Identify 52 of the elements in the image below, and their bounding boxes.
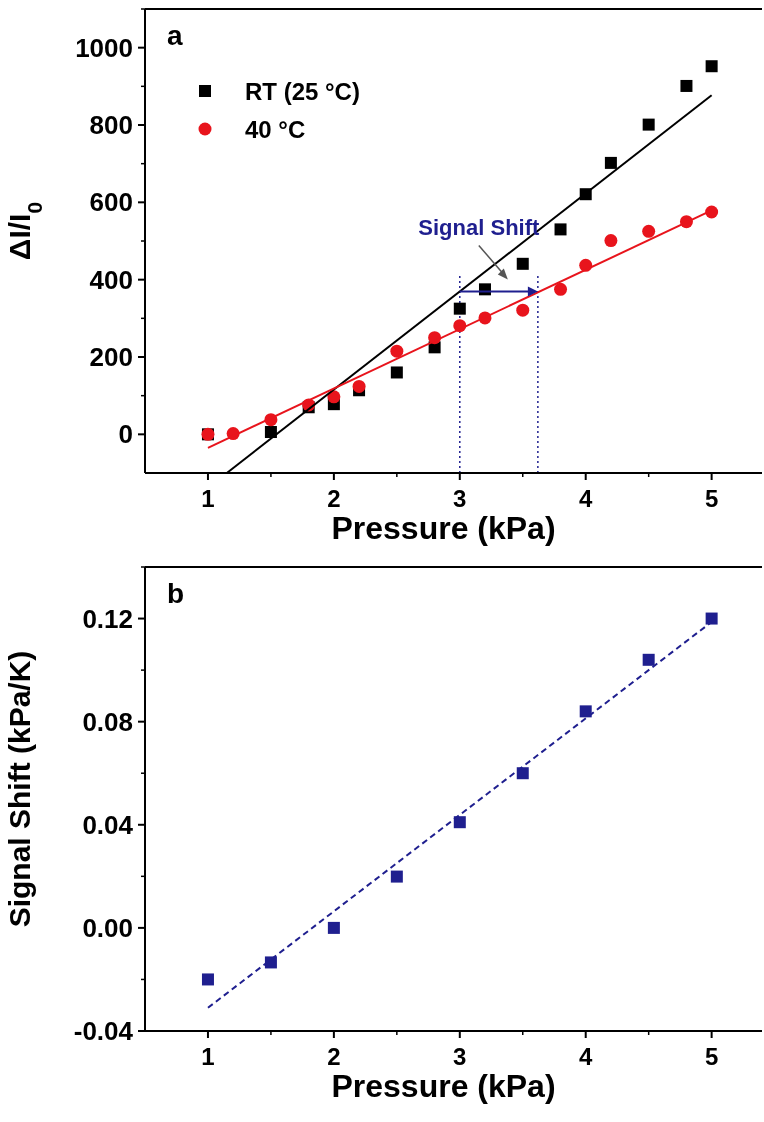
x-axis-title: Pressure (kPa) — [331, 510, 556, 546]
x-tick-label: 1 — [201, 485, 215, 512]
y-tick-label: 1000 — [75, 32, 133, 63]
point — [264, 426, 277, 439]
point — [604, 156, 617, 169]
point — [516, 257, 529, 270]
y-tick-label: 400 — [89, 264, 133, 295]
point — [327, 921, 340, 934]
point — [642, 653, 655, 666]
point — [579, 705, 592, 718]
annotation: a — [167, 20, 183, 51]
x-tick-label: 4 — [579, 1043, 594, 1070]
y-tick-label: 0.00 — [82, 912, 133, 943]
point — [680, 79, 693, 92]
point — [554, 223, 567, 236]
point — [201, 973, 214, 986]
y-tick-label: 0 — [118, 419, 133, 450]
x-tick-label: 3 — [453, 485, 467, 512]
point — [453, 816, 466, 829]
y-tick-label: 0.12 — [82, 603, 133, 634]
point — [516, 303, 530, 317]
y-tick-label: 600 — [89, 187, 133, 218]
point — [516, 767, 529, 780]
point — [390, 344, 404, 358]
x-tick-label: 1 — [201, 1043, 215, 1070]
point — [352, 379, 366, 393]
point — [642, 118, 655, 131]
y-tick-label: 800 — [89, 110, 133, 140]
point — [453, 302, 466, 315]
point — [390, 366, 403, 379]
y-axis-title: Signal Shift (kPa/K) — [3, 650, 36, 928]
legend-label: 40 °C — [245, 116, 306, 143]
x-tick-label: 5 — [704, 1043, 719, 1070]
point — [705, 612, 718, 625]
point — [390, 870, 403, 883]
x-tick-label: 2 — [327, 1043, 341, 1070]
annotation: b — [167, 578, 185, 609]
point — [554, 282, 568, 296]
x-tick-label: 4 — [579, 485, 594, 512]
y-tick-label: -0.04 — [73, 1016, 134, 1046]
annotation: Signal Shift — [418, 215, 540, 241]
x-tick-label: 2 — [327, 485, 341, 512]
point — [642, 224, 656, 238]
y-tick-label: 0.08 — [82, 706, 133, 737]
x-axis-title: Pressure (kPa) — [331, 1068, 556, 1104]
x-tick-label: 5 — [704, 485, 719, 512]
y-tick-label: 0.04 — [82, 809, 134, 840]
x-tick-label: 3 — [453, 1043, 467, 1070]
point — [705, 60, 718, 73]
y-tick-label: 200 — [89, 342, 133, 372]
point — [604, 234, 618, 248]
legend-label: RT (25 °C) — [245, 78, 360, 105]
